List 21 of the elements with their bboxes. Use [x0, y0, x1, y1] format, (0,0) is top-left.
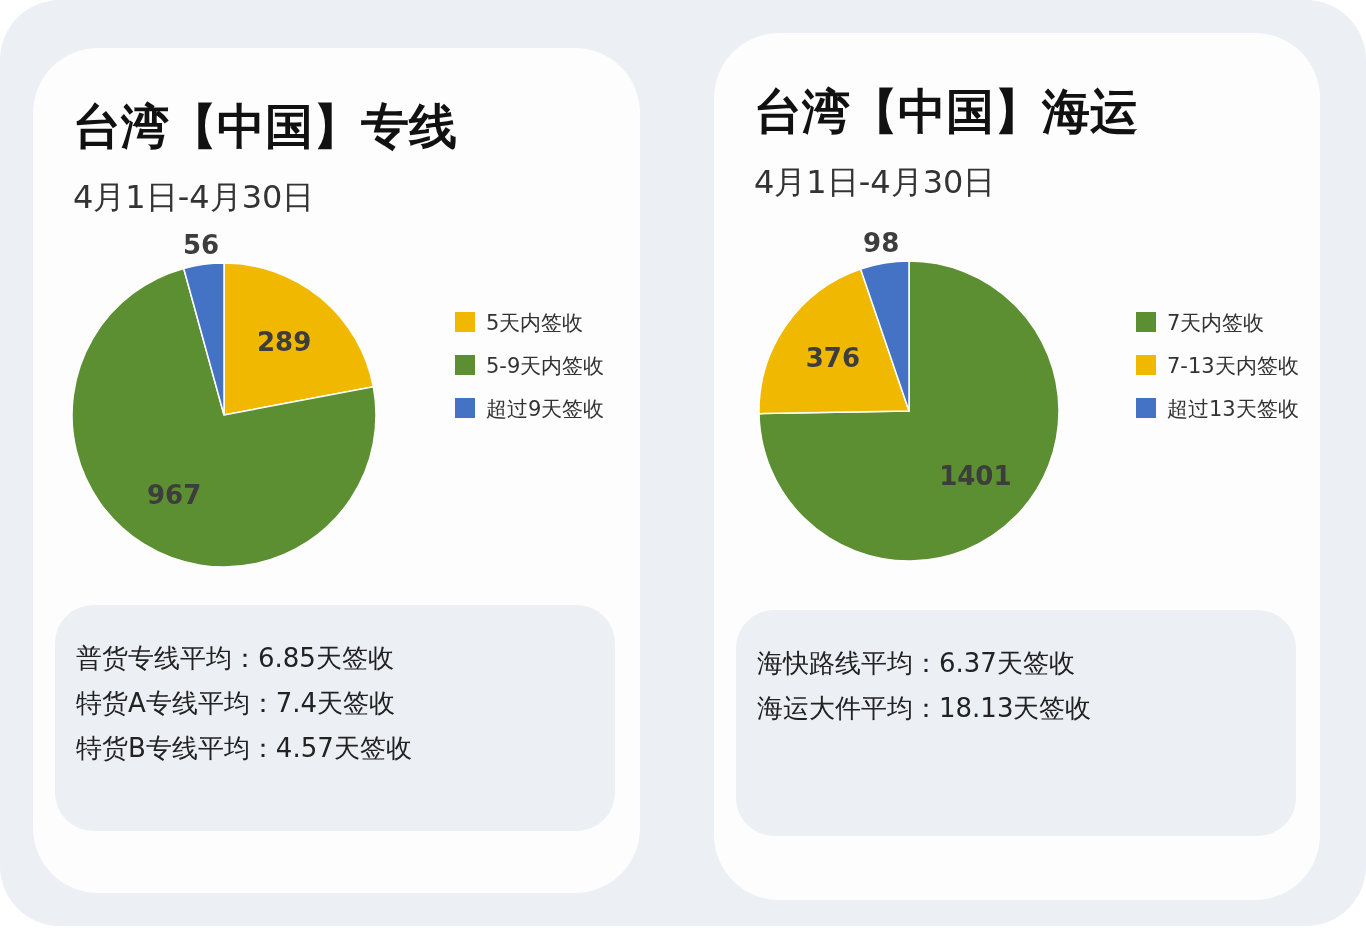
chart-subtitle: 4月1日-4月30日 [754, 163, 996, 201]
text: 海运大件平均：18.13天签收 [757, 693, 1092, 723]
data-label: 98 [863, 228, 900, 259]
legend-label: 7-13天内签收 [1167, 354, 1299, 378]
data-label: 289 [256, 327, 312, 358]
chart-subtitle: 4月1日-4月30日 [73, 178, 315, 216]
text: 海快路线平均：6.37天签收 [757, 648, 1075, 678]
legend-label: 超过13天签收 [1167, 397, 1299, 421]
data-label: 56 [182, 229, 220, 260]
text: 普货专线平均：6.85天签收 [76, 643, 394, 673]
legend-label: 7天内签收 [1167, 311, 1265, 335]
data-label: 1401 [939, 461, 1012, 492]
chart-title: 台湾【中国】专线 [73, 98, 457, 154]
text: 特货B专线平均：4.57天签收 [76, 733, 412, 763]
chart-title: 台湾【中国】海运 [754, 83, 1138, 139]
data-label: 376 [805, 342, 861, 373]
legend-label: 超过9天签收 [486, 397, 605, 421]
data-label: 967 [146, 479, 202, 510]
legend-label: 5天内签收 [486, 311, 584, 335]
legend-label: 5-9天内签收 [486, 354, 605, 378]
text: 特货A专线平均：7.4天签收 [76, 688, 396, 718]
